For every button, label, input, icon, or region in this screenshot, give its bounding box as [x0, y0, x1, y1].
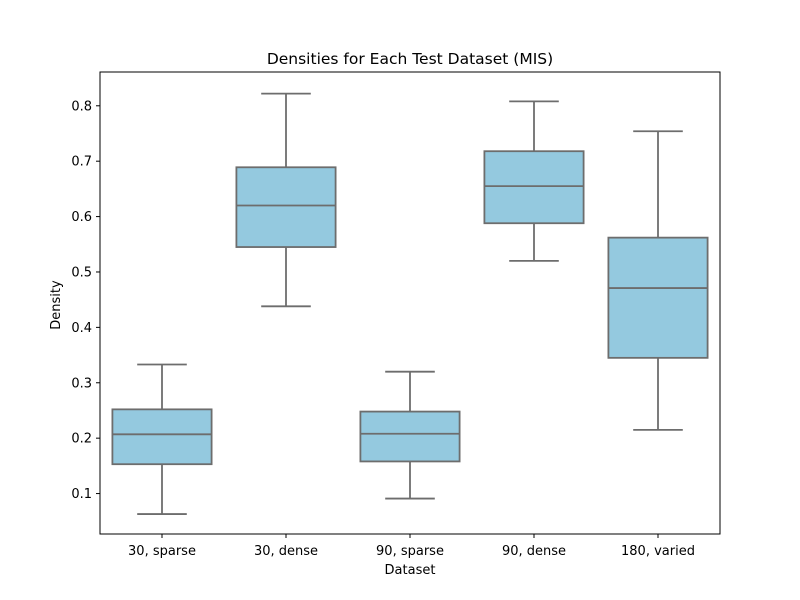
y-tick-label: 0.8 [71, 99, 92, 114]
x-tick-label: 30, dense [254, 544, 318, 559]
box-2 [235, 92, 337, 308]
box-4 [483, 100, 585, 262]
chart-title: Densities for Each Test Dataset (MIS) [267, 50, 553, 68]
y-tick-label: 0.3 [71, 376, 92, 391]
box-1 [111, 363, 213, 515]
x-tick-label: 90, dense [502, 544, 566, 559]
plot-frame [99, 71, 721, 535]
y-axis: 0.1 0.2 0.3 0.4 0.5 0.6 0.7 0.8 [71, 99, 100, 502]
y-tick-label: 0.2 [71, 432, 92, 447]
x-tick-label: 90, sparse [376, 544, 444, 559]
y-tick-label: 0.7 [71, 155, 92, 170]
iqr-box [359, 410, 461, 463]
y-tick-label: 0.5 [71, 265, 92, 280]
iqr-box [483, 150, 585, 225]
x-tick-label: 180, varied [621, 544, 695, 559]
plot-area [111, 92, 709, 515]
y-tick-label: 0.6 [71, 210, 92, 225]
iqr-box [235, 166, 337, 248]
box-3 [359, 370, 461, 500]
x-tick-label: 30, sparse [128, 544, 196, 559]
y-tick-label: 0.4 [71, 321, 92, 336]
iqr-box [607, 236, 709, 359]
box-5 [607, 130, 709, 431]
x-axis: 30, sparse 30, dense 90, sparse 90, dense 18… [128, 534, 695, 559]
y-tick-label: 0.1 [71, 487, 92, 502]
iqr-box [111, 408, 213, 466]
x-axis-title: Dataset [385, 563, 436, 578]
y-axis-title: Density [49, 280, 64, 330]
